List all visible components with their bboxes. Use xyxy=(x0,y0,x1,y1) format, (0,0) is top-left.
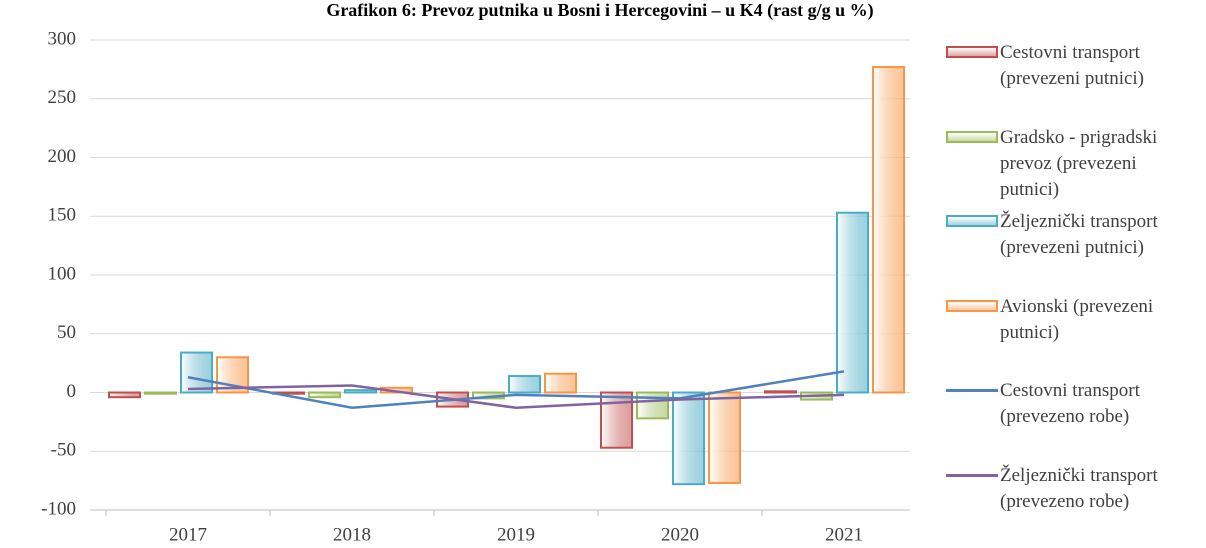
x-tick-label: 2017 xyxy=(169,524,207,545)
bar xyxy=(308,391,341,399)
chart-title: Grafikon 6: Prevoz putnika u Bosni i Her… xyxy=(326,0,873,21)
line xyxy=(187,370,845,410)
x-tick-label: 2020 xyxy=(661,524,699,545)
legend-swatch xyxy=(946,46,998,58)
legend-item: Cestovni transport (prevezeno robe) xyxy=(946,378,1196,430)
bar xyxy=(144,391,177,395)
x-tick-label: 2019 xyxy=(497,524,535,545)
bar xyxy=(708,391,741,484)
legend-label: Cestovni transport (prevezeno robe) xyxy=(1000,380,1140,427)
bar xyxy=(600,391,633,449)
line xyxy=(187,384,845,410)
legend-label: Željeznički transport (prevezeno robe) xyxy=(1000,464,1158,512)
y-tick-label: -50 xyxy=(51,440,76,461)
y-tick-label: 300 xyxy=(48,28,77,49)
y-tick-label: 0 xyxy=(67,381,77,402)
y-tick-label: -100 xyxy=(41,498,76,519)
legend-swatch xyxy=(946,215,998,227)
bar xyxy=(108,391,141,399)
legend-item: Cestovni transport (prevezeni putnici) xyxy=(946,40,1196,92)
bar xyxy=(672,391,705,486)
legend-swatch xyxy=(946,473,998,477)
legend-item: Željeznički transport (prevezeni putnici… xyxy=(946,209,1196,261)
legend-swatch xyxy=(946,389,998,392)
bar xyxy=(872,66,905,394)
bar xyxy=(508,375,541,394)
y-tick-label: 200 xyxy=(48,146,77,167)
y-tick-label: 100 xyxy=(48,263,77,284)
legend-label: Cestovni transport (prevezeni putnici) xyxy=(1000,42,1145,89)
legend-swatch xyxy=(946,299,998,312)
bar xyxy=(836,211,869,394)
bar xyxy=(180,351,213,394)
y-tick-label: 250 xyxy=(48,87,77,108)
legend-label: Gradsko - prigradski prevoz (prevezeni p… xyxy=(1000,126,1158,200)
legend-item: Avionski (prevezeni putnici) xyxy=(946,294,1196,346)
bar xyxy=(344,389,377,394)
legend-swatch xyxy=(946,130,998,143)
bar xyxy=(544,372,577,394)
bar xyxy=(764,390,797,394)
x-tick-label: 2021 xyxy=(825,524,863,545)
legend-label: Željeznički transport (prevezeni putnici… xyxy=(1000,211,1158,258)
y-tick-label: 50 xyxy=(57,322,76,343)
y-tick-label: 150 xyxy=(48,205,77,226)
legend-item: Željeznički transport (prevezeno robe) xyxy=(946,463,1196,515)
legend-item: Gradsko - prigradski prevoz (prevezeni p… xyxy=(946,125,1196,203)
x-tick-label: 2018 xyxy=(333,524,371,545)
legend-label: Avionski (prevezeni putnici) xyxy=(1000,295,1154,343)
